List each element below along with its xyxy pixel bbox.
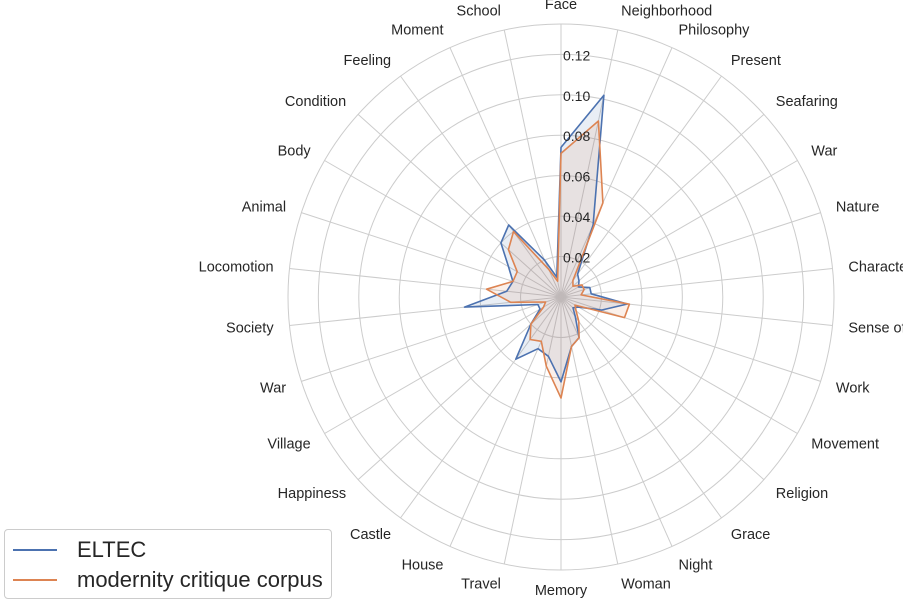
grid-spoke	[560, 296, 673, 547]
grid-spoke	[449, 296, 562, 547]
grid-spoke	[357, 296, 562, 481]
grid-spoke	[560, 47, 673, 298]
grid-spoke	[560, 296, 722, 519]
series-line-1	[485, 120, 631, 399]
category-label: Animal	[242, 200, 286, 216]
grid-spoke	[324, 296, 562, 434]
radial-tick-label: 0.10	[563, 88, 590, 104]
grid-spoke	[560, 296, 619, 565]
radial-tick-label: 0.02	[563, 250, 590, 266]
radial-tick-label: 0.06	[563, 169, 590, 185]
category-label: Grace	[731, 527, 771, 543]
radial-tick-label: 0.12	[563, 47, 590, 63]
grid-spoke	[560, 296, 798, 434]
category-label: Philosophy	[679, 22, 751, 38]
legend: ELTEC modernity critique corpus	[4, 529, 332, 599]
category-label: Travel	[461, 577, 501, 593]
legend-item-eltec: ELTEC	[5, 535, 146, 565]
legend-swatch-eltec	[13, 549, 57, 551]
radial-tick-labels: 0.02 0.04 0.06 0.08 0.10 0.12	[563, 47, 590, 265]
category-labels: Face Neighborhood Philosophy Present Seafari…	[199, 0, 903, 599]
category-label: House	[402, 558, 444, 574]
category-label: Nature	[836, 200, 880, 216]
category-label: Body	[278, 144, 312, 160]
category-label: War	[811, 144, 837, 160]
legend-label-modernity: modernity critique corpus	[77, 567, 323, 592]
grid-spoke	[560, 296, 821, 382]
grid-spoke	[560, 267, 833, 298]
category-label: Neighborhood	[621, 3, 712, 19]
category-label: Moment	[391, 22, 443, 38]
category-label: Locomotion	[199, 259, 274, 275]
category-label: Present	[731, 53, 781, 69]
category-label: Face	[545, 0, 577, 13]
grid-spoke	[560, 75, 722, 298]
category-label: Feeling	[344, 53, 392, 69]
series-area-1	[486, 121, 630, 399]
category-label: Society	[226, 321, 274, 337]
radial-tick-label: 0.04	[563, 209, 590, 225]
category-label: Memory	[535, 583, 588, 599]
category-label: School	[457, 3, 501, 19]
grid-spoke	[289, 267, 562, 298]
category-label: Movement	[811, 437, 879, 453]
category-label: War	[260, 381, 286, 397]
category-label: Castle	[350, 527, 391, 543]
grid-spoke	[560, 296, 765, 481]
grid-spoke	[560, 113, 765, 298]
category-label: Village	[267, 437, 310, 453]
category-label: Character	[848, 259, 903, 275]
grid-spoke	[560, 212, 821, 298]
category-label: Sense of Time	[848, 321, 903, 337]
series-line-0	[463, 94, 629, 383]
legend-swatch-modernity	[13, 579, 57, 581]
radar-grid	[287, 23, 835, 571]
grid-spoke	[503, 29, 562, 298]
series-area-0	[464, 95, 628, 382]
category-label: Work	[836, 381, 870, 397]
category-label: Happiness	[278, 486, 347, 502]
category-label: Religion	[776, 486, 828, 502]
grid-spoke	[560, 29, 619, 298]
grid-spoke	[503, 296, 562, 565]
grid-spoke	[301, 212, 562, 298]
category-label: Seafaring	[776, 94, 838, 110]
grid-spoke	[357, 113, 562, 298]
grid-spoke	[301, 296, 562, 382]
legend-label-eltec: ELTEC	[77, 537, 147, 562]
category-label: Night	[679, 558, 713, 574]
radial-tick-label: 0.08	[563, 128, 590, 144]
grid-spoke	[400, 75, 562, 298]
grid-spoke	[560, 160, 798, 298]
category-label: Woman	[621, 577, 671, 593]
grid-spoke	[449, 47, 562, 298]
grid-spoke	[560, 296, 833, 327]
radar-series	[463, 94, 631, 399]
grid-spoke	[400, 296, 562, 519]
legend-item-modernity-critique-corpus: modernity critique corpus	[5, 565, 323, 595]
grid-spoke	[324, 160, 562, 298]
category-label: Condition	[285, 94, 346, 110]
